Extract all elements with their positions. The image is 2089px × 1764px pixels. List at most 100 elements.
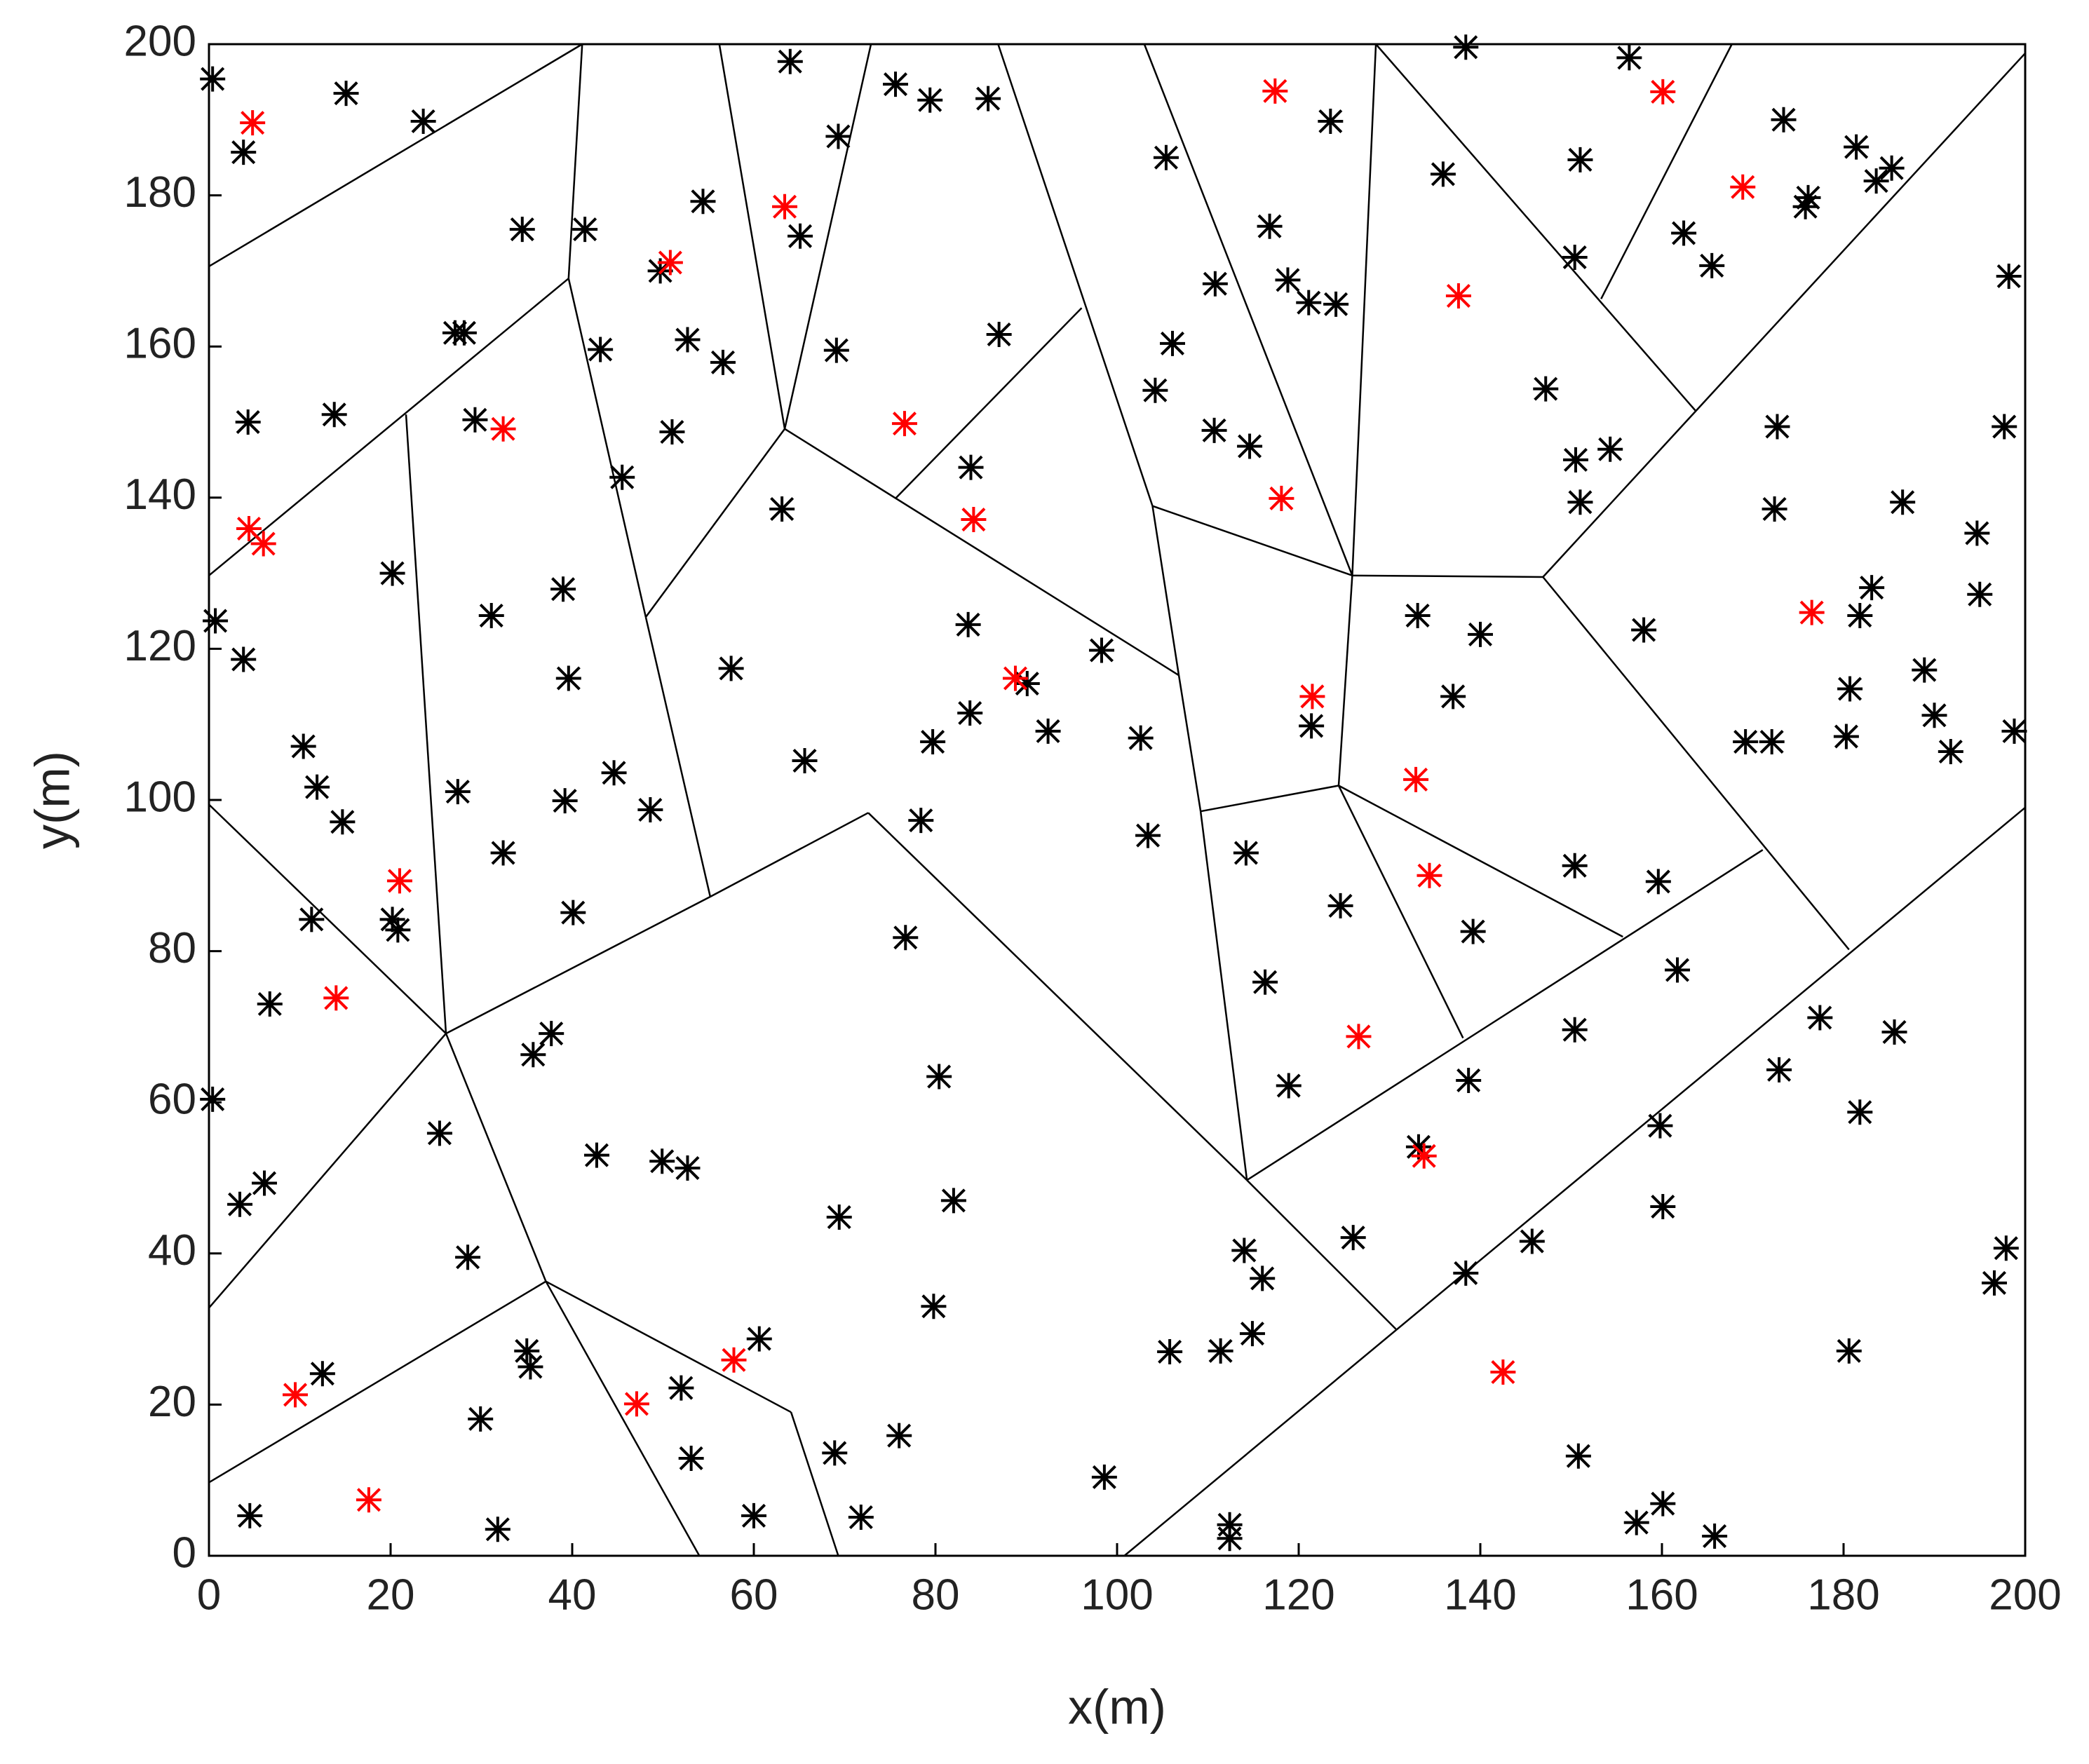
point bbox=[1014, 670, 1040, 696]
cell-edge bbox=[567, 278, 647, 618]
point bbox=[1233, 840, 1259, 866]
point bbox=[236, 515, 262, 541]
point bbox=[1417, 862, 1442, 888]
y-axis-label: y(m) bbox=[25, 751, 79, 849]
cell-edge bbox=[445, 1033, 547, 1282]
point bbox=[231, 140, 257, 165]
cell-edge bbox=[208, 803, 447, 1035]
point bbox=[485, 1517, 511, 1542]
point bbox=[1567, 147, 1593, 172]
point bbox=[1921, 703, 1947, 728]
point bbox=[1771, 107, 1797, 133]
cell-edge bbox=[1337, 575, 1353, 786]
point bbox=[825, 123, 851, 149]
point bbox=[792, 747, 818, 773]
point bbox=[1562, 1017, 1588, 1043]
point bbox=[1275, 267, 1301, 293]
point bbox=[1453, 34, 1479, 60]
y-tick-label: 0 bbox=[173, 1528, 196, 1577]
point bbox=[772, 194, 798, 219]
y-tick-label: 80 bbox=[148, 924, 196, 972]
cell-edge bbox=[895, 307, 1083, 499]
point bbox=[240, 110, 266, 136]
point bbox=[1490, 1359, 1516, 1385]
point bbox=[1460, 918, 1486, 944]
x-tick-label: 60 bbox=[730, 1570, 778, 1619]
cell-edge bbox=[208, 43, 583, 268]
cell-edge bbox=[1177, 674, 1202, 812]
point bbox=[514, 1338, 540, 1364]
x-tick-label: 180 bbox=[1807, 1570, 1879, 1619]
point bbox=[1250, 1266, 1276, 1291]
x-tick-label: 140 bbox=[1444, 1570, 1516, 1619]
y-tick-label: 100 bbox=[124, 773, 196, 821]
point bbox=[1262, 78, 1288, 104]
point bbox=[848, 1505, 874, 1531]
y-tick-label: 40 bbox=[148, 1226, 196, 1275]
point bbox=[1142, 377, 1168, 403]
point bbox=[823, 337, 849, 363]
point bbox=[1157, 1338, 1183, 1364]
cell-edge bbox=[1246, 849, 1764, 1181]
point bbox=[1252, 969, 1278, 995]
point bbox=[1456, 1067, 1482, 1093]
point bbox=[1562, 853, 1588, 878]
point bbox=[227, 1191, 253, 1217]
point bbox=[649, 1148, 675, 1174]
point bbox=[1992, 414, 2017, 440]
point bbox=[958, 454, 984, 480]
y-tick-label: 200 bbox=[124, 17, 196, 65]
point bbox=[1762, 496, 1787, 522]
point bbox=[1912, 657, 1938, 683]
point bbox=[746, 1326, 772, 1352]
point bbox=[1445, 283, 1471, 308]
cell-edge bbox=[1143, 43, 1353, 576]
point bbox=[1597, 436, 1623, 462]
point bbox=[1702, 1523, 1728, 1549]
point bbox=[1440, 684, 1466, 710]
point bbox=[1671, 220, 1697, 246]
point bbox=[883, 72, 909, 97]
point bbox=[961, 507, 987, 533]
point bbox=[637, 797, 663, 823]
point bbox=[2001, 718, 2027, 744]
point bbox=[1650, 1193, 1676, 1219]
point bbox=[583, 1142, 609, 1168]
x-tick-label: 40 bbox=[548, 1570, 597, 1619]
point bbox=[1257, 213, 1283, 239]
cell-edge bbox=[1542, 53, 2026, 578]
point bbox=[1002, 665, 1028, 691]
x-axis-label: x(m) bbox=[1068, 1679, 1166, 1734]
point bbox=[552, 788, 578, 814]
point bbox=[678, 1445, 704, 1471]
point bbox=[718, 656, 744, 681]
point bbox=[520, 1042, 546, 1068]
point bbox=[893, 925, 919, 951]
point bbox=[1650, 79, 1676, 104]
point bbox=[1759, 728, 1785, 754]
point bbox=[1981, 1270, 2007, 1296]
point bbox=[1938, 739, 1963, 765]
point bbox=[1863, 168, 1889, 194]
point bbox=[250, 531, 276, 557]
point bbox=[235, 409, 261, 435]
point bbox=[920, 728, 946, 754]
plot-frame bbox=[208, 43, 2027, 1557]
point bbox=[1035, 718, 1061, 744]
cell-edge bbox=[1246, 1179, 1397, 1330]
cell-edge bbox=[208, 1280, 547, 1484]
point bbox=[623, 1391, 649, 1417]
point bbox=[1296, 290, 1322, 316]
point bbox=[490, 416, 516, 442]
cell-edge bbox=[1542, 576, 1850, 951]
point bbox=[309, 1361, 335, 1387]
point bbox=[1795, 184, 1821, 210]
point bbox=[1645, 869, 1671, 895]
point bbox=[1764, 414, 1790, 440]
point bbox=[257, 991, 283, 1017]
cell-edge bbox=[405, 414, 447, 1034]
point bbox=[769, 496, 795, 522]
point bbox=[509, 217, 535, 243]
point bbox=[1299, 684, 1325, 710]
